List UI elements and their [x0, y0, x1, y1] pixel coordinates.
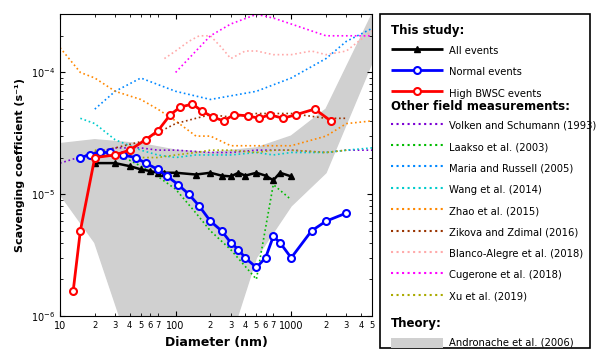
Text: Blanco-Alegre et al. (2018): Blanco-Alegre et al. (2018) — [449, 249, 583, 259]
Text: Zhao et al. (2015): Zhao et al. (2015) — [449, 206, 539, 216]
Y-axis label: Scavenging coefficient (s⁻¹): Scavenging coefficient (s⁻¹) — [16, 78, 25, 252]
FancyBboxPatch shape — [391, 338, 443, 348]
Text: Other field measurements:: Other field measurements: — [391, 99, 570, 112]
Text: Volken and Schumann (1993): Volken and Schumann (1993) — [449, 121, 596, 131]
Text: Laakso et al. (2003): Laakso et al. (2003) — [449, 142, 548, 152]
Text: Normal events: Normal events — [449, 67, 522, 77]
Text: Andronache et al. (2006): Andronache et al. (2006) — [449, 338, 574, 348]
Text: All events: All events — [449, 46, 499, 56]
Text: Wang et al. (2014): Wang et al. (2014) — [449, 185, 542, 195]
Text: Xu et al. (2019): Xu et al. (2019) — [449, 292, 527, 302]
Text: Cugerone et al. (2018): Cugerone et al. (2018) — [449, 270, 562, 280]
X-axis label: Diameter (nm): Diameter (nm) — [164, 336, 268, 349]
Text: High BWSC events: High BWSC events — [449, 89, 542, 98]
Text: This study:: This study: — [391, 24, 464, 37]
Text: Theory:: Theory: — [391, 317, 442, 330]
Text: Maria and Russell (2005): Maria and Russell (2005) — [449, 164, 574, 174]
Text: Zikova and Zdimal (2016): Zikova and Zdimal (2016) — [449, 228, 578, 238]
FancyBboxPatch shape — [380, 14, 590, 348]
